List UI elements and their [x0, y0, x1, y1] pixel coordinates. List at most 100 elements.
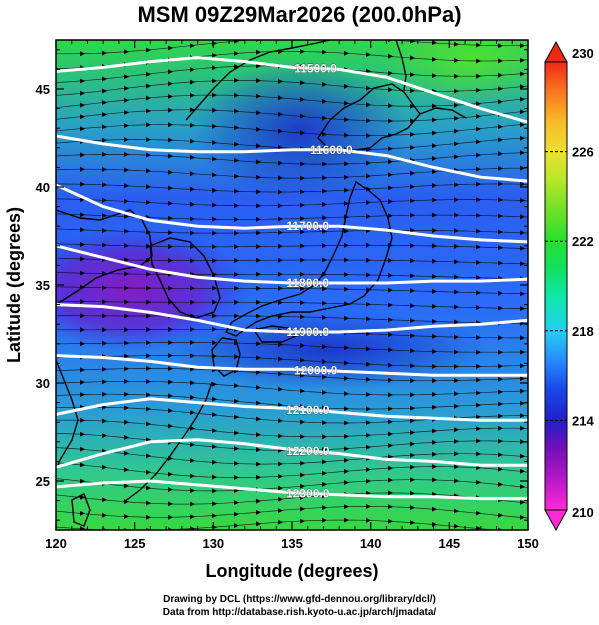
streamline-arrow — [388, 185, 393, 191]
streamline-arrow — [124, 167, 129, 173]
streamline-arrow — [410, 318, 415, 324]
contour-label: 12000.0 — [294, 363, 338, 377]
streamline-arrow — [124, 353, 129, 359]
streamline-arrow — [124, 74, 129, 80]
contour-label: 11800.0 — [286, 276, 329, 290]
streamline-arrow — [102, 137, 107, 143]
streamline-arrow — [212, 123, 217, 129]
streamline-arrow — [520, 400, 525, 406]
streamline-arrow — [344, 391, 349, 397]
streamline-arrow — [190, 442, 195, 448]
streamline — [56, 315, 528, 324]
streamline-arrow — [344, 117, 349, 123]
contour-line — [56, 479, 528, 501]
streamline-arrow — [278, 175, 283, 181]
streamline-arrow — [300, 189, 305, 195]
streamline-arrow — [124, 85, 129, 91]
streamline-arrow — [520, 198, 525, 203]
streamline-arrow — [520, 363, 525, 369]
streamline — [56, 447, 528, 465]
streamline-arrow — [80, 341, 85, 347]
streamline-arrow — [388, 146, 393, 152]
streamline-arrow — [300, 202, 305, 208]
streamline-arrow — [388, 103, 393, 109]
streamline-arrow — [344, 446, 349, 452]
streamline — [56, 478, 528, 492]
streamline-arrow — [234, 461, 239, 466]
streamline-arrow — [388, 199, 393, 204]
streamline-arrow — [102, 213, 107, 219]
geopotential-contours: 11500.0 11600.0 11700.0 11800.0 11900.0 12000… — [56, 56, 528, 501]
streamline-arrow — [322, 257, 327, 263]
streamline-arrow — [454, 274, 459, 280]
streamline-arrow — [124, 435, 129, 440]
streamline-arrow — [520, 245, 525, 251]
streamline-arrow — [388, 490, 393, 496]
streamline-arrow — [454, 259, 459, 265]
streamline-arrow — [344, 132, 349, 138]
streamline-arrow — [146, 313, 151, 319]
streamline-arrow — [168, 393, 173, 399]
streamline-arrow — [366, 173, 371, 179]
streamline-arrow — [102, 391, 107, 397]
streamline-arrow — [146, 243, 151, 249]
streamline-arrow — [454, 478, 459, 484]
streamline-arrow — [212, 258, 217, 264]
streamline-arrow — [212, 459, 217, 465]
streamline-arrow — [344, 375, 349, 381]
streamline-arrow — [366, 301, 371, 307]
streamline-arrow — [454, 364, 459, 369]
streamline-arrow — [234, 64, 239, 69]
streamline-arrow — [366, 213, 371, 219]
streamline-arrow — [234, 446, 239, 452]
colorbar-tick-label: 230 — [572, 46, 594, 61]
streamline-arrow — [410, 348, 415, 354]
streamline-arrow — [476, 402, 481, 408]
streamline-arrow — [432, 169, 437, 175]
streamline-arrow — [454, 182, 459, 188]
streamline-arrow — [80, 212, 85, 218]
streamline-arrow — [366, 392, 371, 397]
streamline-arrow — [80, 90, 85, 96]
streamline-arrow — [80, 166, 85, 172]
y-tick-label: 40 — [36, 180, 50, 195]
streamline-arrow — [168, 137, 173, 143]
streamline-arrow — [102, 100, 107, 106]
streamline-arrow — [388, 317, 393, 323]
streamline-arrow — [366, 133, 371, 139]
streamline — [56, 272, 528, 280]
streamline-arrow — [80, 299, 85, 304]
streamline-arrow — [520, 306, 525, 312]
streamline-arrow — [498, 401, 503, 407]
streamline-arrow — [102, 299, 107, 305]
streamline-arrow — [344, 480, 349, 486]
streamline-arrow — [388, 172, 393, 178]
streamline-arrow — [146, 152, 151, 158]
streamline-arrow — [102, 124, 107, 130]
streamline-arrow — [80, 197, 85, 202]
streamline-arrow — [520, 96, 525, 102]
streamline-arrow — [410, 490, 415, 496]
streamline-arrow — [212, 299, 217, 305]
streamline-arrow — [278, 371, 283, 377]
streamline-arrow — [476, 244, 481, 250]
streamline-arrow — [366, 257, 371, 263]
streamline-arrow — [476, 390, 481, 396]
streamline-arrow — [80, 114, 85, 120]
streamline-arrow — [124, 183, 129, 189]
streamline-arrow — [344, 228, 349, 234]
streamline-arrow — [344, 257, 349, 263]
streamline-arrow — [190, 458, 195, 464]
streamline-arrow — [322, 390, 327, 395]
streamline-arrow — [278, 257, 283, 263]
streamline-arrow — [388, 377, 393, 383]
streamline-arrow — [388, 332, 393, 338]
streamline-arrow — [256, 216, 261, 222]
streamline-arrow — [80, 78, 85, 84]
streamline-arrow — [366, 361, 371, 367]
streamline-arrow — [322, 344, 327, 350]
streamline-arrow — [190, 394, 195, 400]
wind-streamlines — [56, 40, 528, 530]
streamline-arrow — [344, 286, 349, 292]
streamline-arrow — [212, 202, 217, 208]
